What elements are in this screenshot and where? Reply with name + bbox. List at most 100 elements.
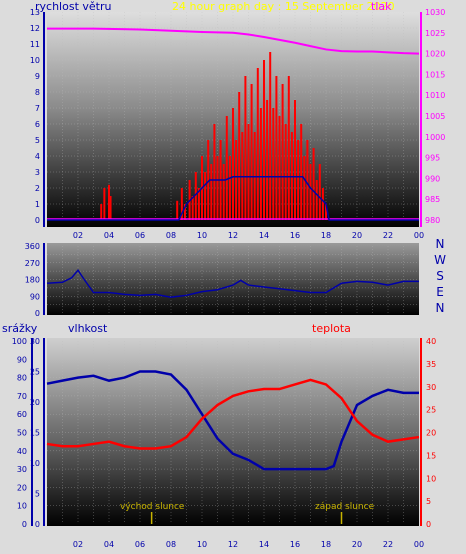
humidity-y-tick: 25: [30, 368, 40, 377]
wind-bar: [306, 140, 309, 220]
wind-bar: [297, 140, 300, 220]
rain-title: srážky: [2, 322, 38, 335]
wind-title: rychlost větru: [35, 0, 111, 13]
temperature-line: [46, 378, 420, 450]
wind-x-tick: 08: [166, 231, 176, 240]
pressure-y-tick: 990: [425, 174, 440, 183]
wind-y-tick: 5: [35, 136, 40, 145]
compass-label: S: [436, 269, 444, 283]
wind-bar: [266, 100, 269, 220]
pressure-y-tick: 995: [425, 154, 440, 163]
temperature-y-tick: 20: [426, 429, 436, 438]
wind-x-tick: 18: [321, 231, 331, 240]
wind-y-tick: 13: [30, 8, 40, 17]
pressure-line: [47, 27, 420, 55]
wind-bar: [222, 164, 225, 220]
sunset-label: západ slunce: [315, 502, 375, 512]
temperature-y-tick: 0: [426, 520, 431, 529]
wind-bar: [321, 188, 324, 220]
temperature-y-tick: 25: [426, 406, 436, 415]
pressure-y-tick: 1010: [425, 91, 445, 100]
humidity-grid: [47, 341, 419, 524]
wind-y-tick: 8: [35, 88, 40, 97]
wind-y-tick: 9: [35, 72, 40, 81]
wind-bar: [253, 132, 256, 220]
rain-y-tick: 50: [17, 429, 27, 438]
compass-label: E: [436, 285, 444, 299]
pressure-y-tick: 1015: [425, 70, 445, 79]
rain-y-tick: 0: [22, 520, 27, 529]
temperature-title: teplota: [312, 322, 351, 335]
wind-direction-line: [46, 268, 419, 298]
humidity-x-tick: 14: [259, 540, 269, 549]
wind-x-tick: 00: [414, 231, 424, 240]
wind-bar: [235, 140, 238, 220]
pressure-y-tick: 980: [425, 216, 440, 225]
humidity-x-tick: 06: [135, 540, 145, 549]
wind-y-tick: 7: [35, 104, 40, 113]
wind-y-tick: 0: [35, 216, 40, 225]
wind-x-tick: 14: [259, 231, 269, 240]
wind-bar: [250, 84, 253, 220]
rain-y-tick: 80: [17, 374, 27, 383]
wind-bar: [263, 60, 265, 220]
wind-y-tick: 1: [35, 200, 40, 209]
wind-bar: [325, 204, 327, 220]
wind-bar: [194, 172, 197, 220]
wind-bar: [303, 156, 306, 220]
wind-bar: [238, 92, 241, 220]
wind-bar: [256, 68, 259, 220]
wind-bar: [281, 84, 284, 220]
wind-x-tick: 10: [197, 231, 207, 240]
compass-label: N: [436, 301, 445, 315]
wind-bar: [213, 124, 216, 220]
wind-bar: [176, 200, 179, 220]
temperature-y-tick: 10: [426, 474, 436, 483]
wind-bar: [108, 184, 110, 220]
wind-bar: [180, 188, 183, 220]
rain-y-tick: 60: [17, 410, 27, 419]
wind-bar: [312, 148, 315, 220]
temperature-y-tick: 40: [426, 337, 436, 346]
wind-bar: [228, 156, 231, 220]
humidity-y-tick: 30: [30, 337, 40, 346]
wind-bar: [272, 108, 275, 220]
wind-bar: [315, 180, 318, 220]
humidity-y-tick: 0: [35, 520, 40, 529]
sunrise-label: východ slunce: [120, 502, 185, 512]
wind-bar: [278, 116, 281, 220]
humidity-x-tick: 02: [73, 540, 83, 549]
wind-bar: [287, 76, 290, 220]
wind-bar: [309, 164, 312, 220]
wind-bar: [269, 52, 272, 220]
humidity-y-tick: 10: [30, 459, 40, 468]
wind-x-tick: 20: [352, 231, 362, 240]
wind-x-tick: 04: [104, 231, 114, 240]
wind-y-tick: 4: [35, 152, 40, 161]
wind-bar: [109, 196, 112, 220]
wind-bar: [244, 76, 247, 220]
sun-markers: [150, 512, 343, 524]
wind-x-tick: 22: [383, 231, 393, 240]
rain-y-tick: 70: [17, 392, 27, 401]
wind-bar: [300, 124, 303, 220]
wind-bar: [183, 204, 186, 220]
pressure-y-tick: 985: [425, 195, 440, 204]
wind-y-tick: 6: [35, 120, 40, 129]
wind-bar: [241, 132, 244, 220]
pressure-y-tick: 1000: [425, 133, 445, 142]
wind-bar: [284, 124, 287, 220]
rain-y-tick: 20: [17, 483, 27, 492]
humidity-y-tick: 5: [35, 490, 40, 499]
direction-grid: [47, 246, 419, 313]
wind-bar: [207, 140, 210, 220]
compass-label: N: [436, 237, 445, 251]
rain-y-tick: 10: [17, 502, 27, 511]
pressure-y-tick: 1020: [425, 50, 445, 59]
rain-y-tick: 90: [17, 355, 27, 364]
humidity-x-tick: 04: [104, 540, 114, 549]
wind-y-tick: 11: [30, 40, 40, 49]
wind-bar: [232, 108, 234, 220]
